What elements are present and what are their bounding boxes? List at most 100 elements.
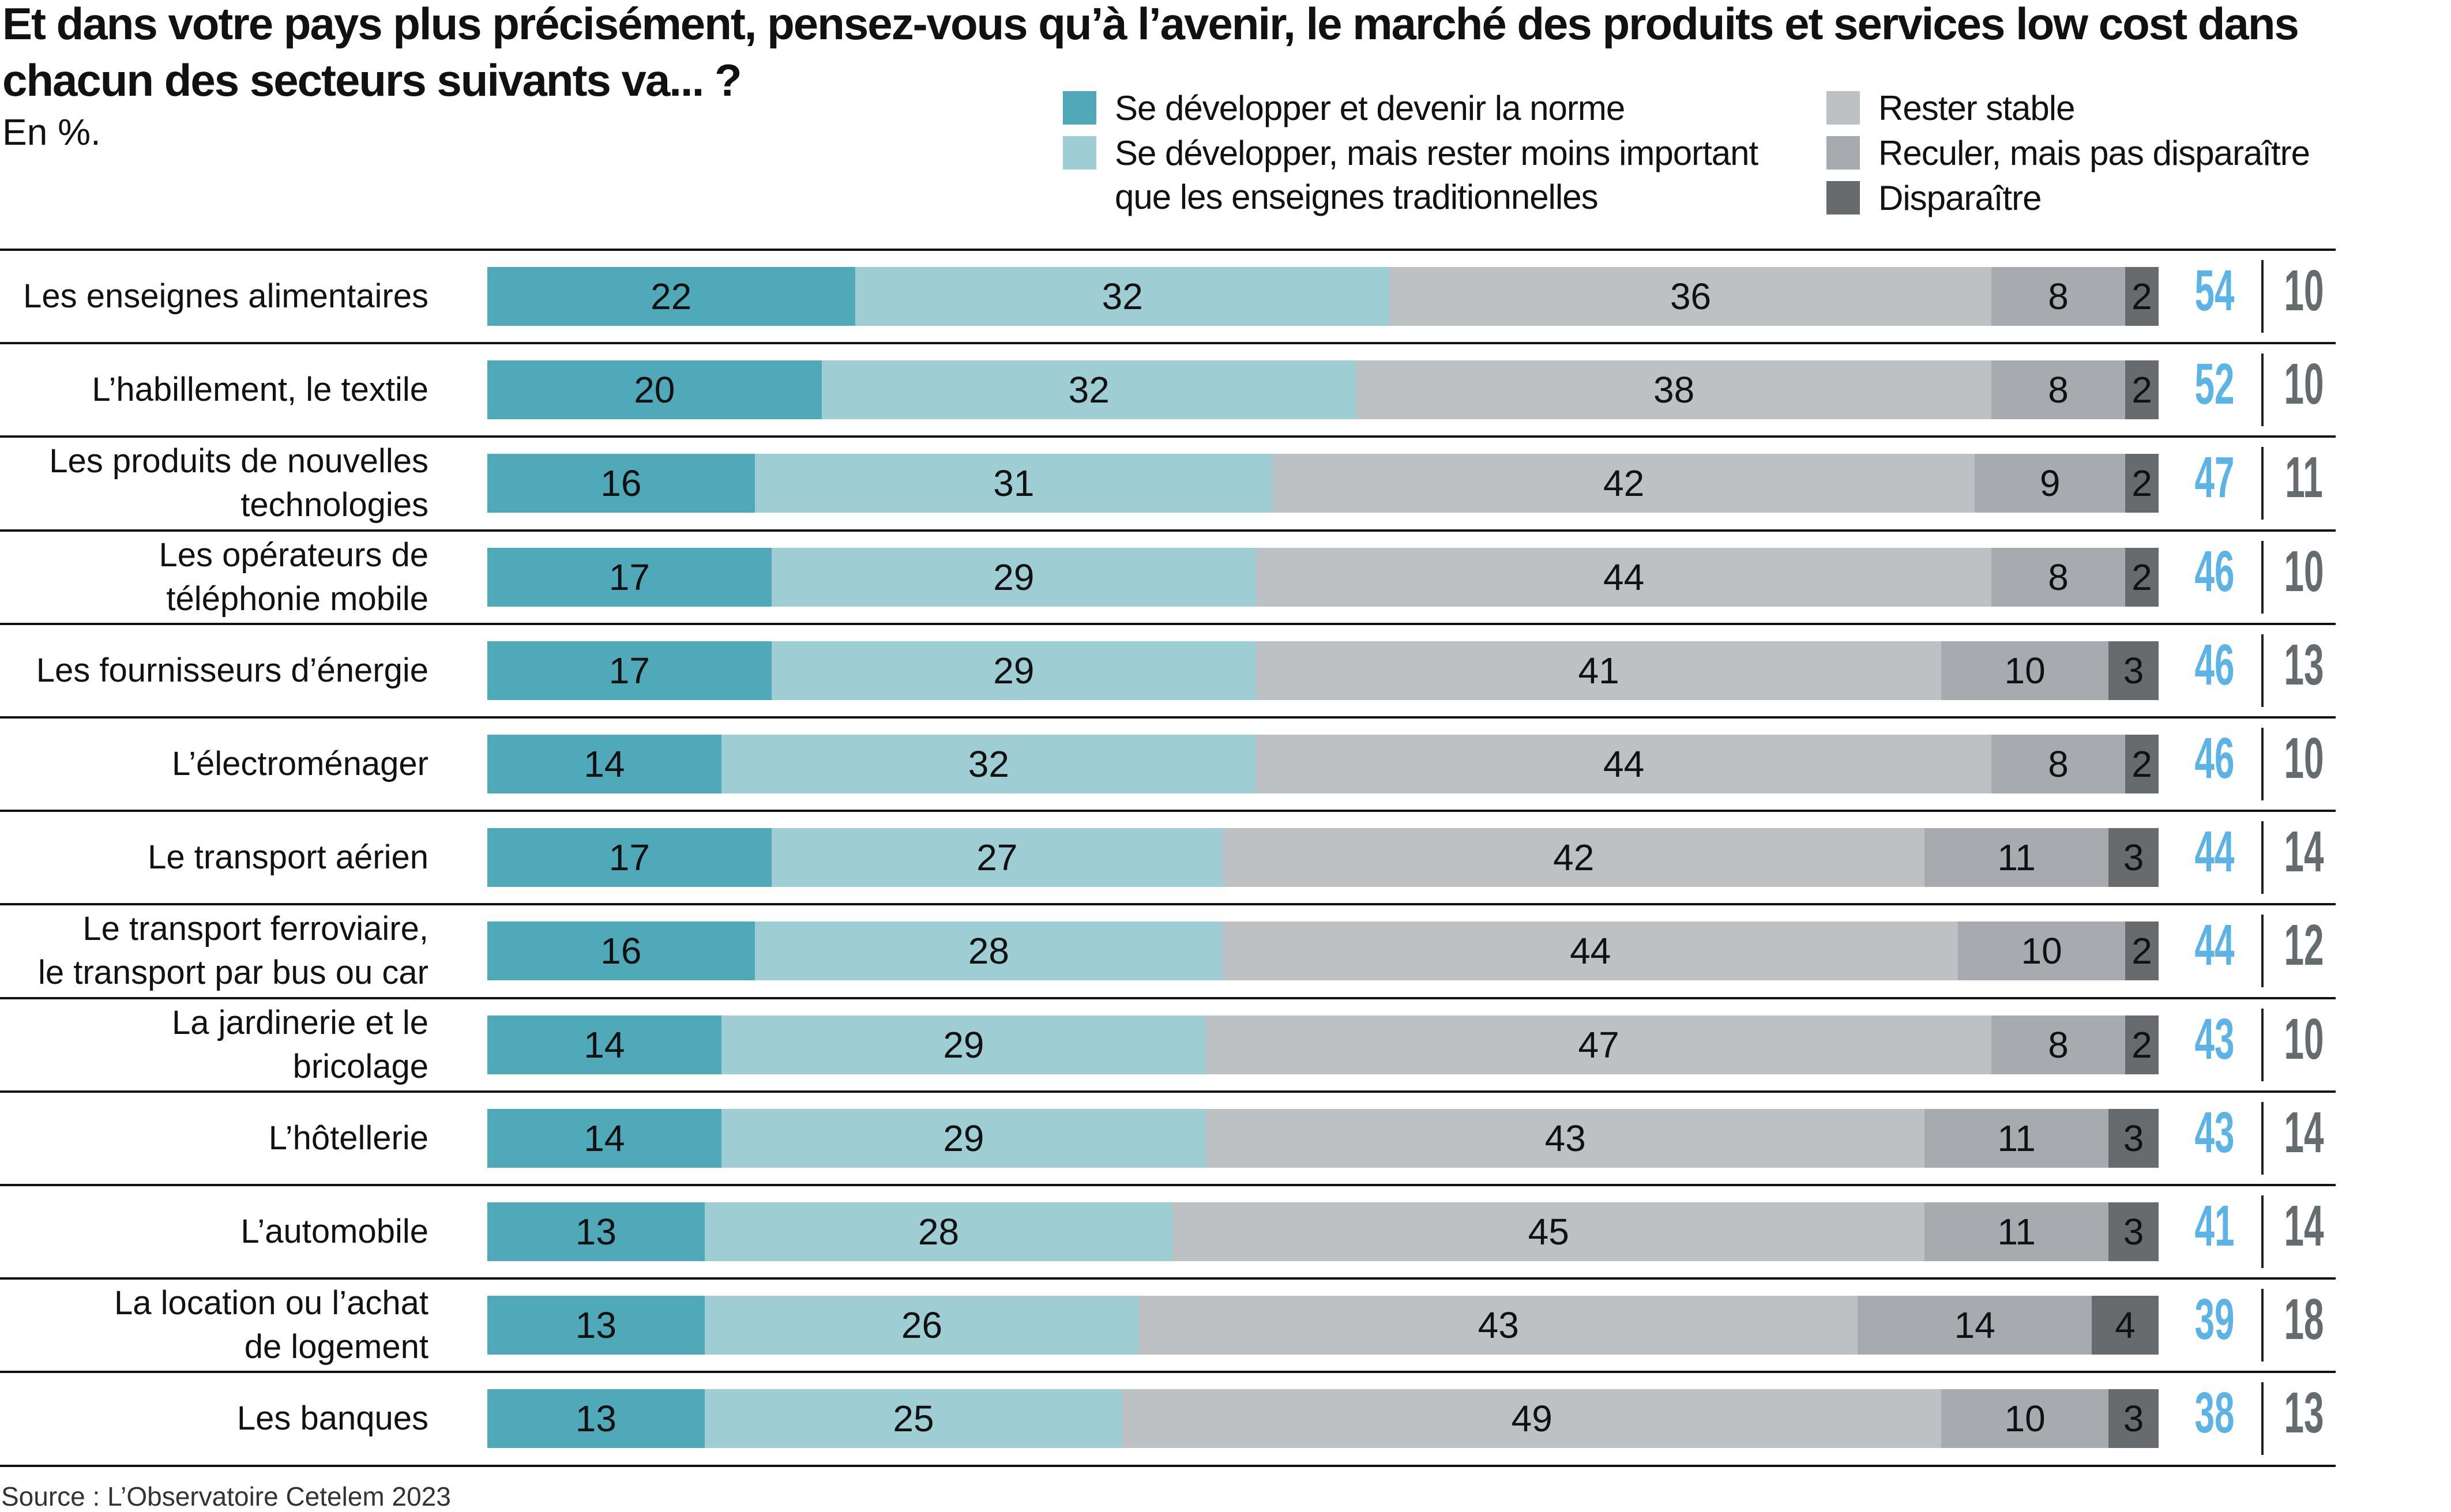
total-divider — [2261, 353, 2264, 427]
chart-row: La location ou l’achat de logement 13 26 43… — [0, 1278, 2336, 1372]
chart-row: Le transport ferroviaire, le transport p… — [0, 904, 2336, 998]
category-label: Les produits de nouvelles technologies — [49, 442, 428, 524]
data-label: 27 — [976, 837, 1018, 879]
bar-segment: 49 — [1122, 1389, 1942, 1449]
bar-segment: 16 — [487, 454, 755, 513]
bar-segment: 4 — [2092, 1296, 2159, 1355]
total-divider — [2261, 447, 2264, 520]
bar-segment: 29 — [721, 1015, 1206, 1074]
bar-segment: 42 — [1273, 454, 1975, 513]
data-label: 44 — [1603, 743, 1645, 785]
total-divider — [2261, 1195, 2264, 1268]
chart-row: L’habillement, le textile 20 32 38 8 2 52 10 — [0, 343, 2336, 437]
stacked-bar: 14 29 47 8 2 — [487, 1015, 2159, 1074]
total-divider — [2261, 728, 2264, 800]
bar-segment: 17 — [487, 641, 772, 700]
total-develop: 38 — [2194, 1381, 2235, 1446]
category-label: Le transport aérien — [148, 838, 428, 877]
bar-segment: 13 — [487, 1296, 705, 1355]
total-develop: 46 — [2194, 726, 2235, 791]
bar-segment: 31 — [754, 454, 1273, 513]
total-divider — [2261, 915, 2264, 988]
category-label: La jardinerie et le bricolage — [172, 1003, 428, 1085]
bar-segment: 32 — [821, 360, 1356, 420]
category-label: Les opérateurs de téléphonie mobile — [159, 536, 428, 618]
row-divider — [0, 716, 2336, 719]
data-label: 44 — [1570, 930, 1611, 972]
total-divider — [2261, 540, 2264, 614]
data-label: 43 — [1478, 1304, 1519, 1346]
data-label: 29 — [943, 1024, 984, 1066]
data-label: 28 — [968, 930, 1009, 972]
bar-segment: 9 — [1975, 454, 2126, 513]
data-label: 32 — [968, 743, 1009, 785]
total-divider — [2261, 1101, 2264, 1175]
data-label: 8 — [2048, 1024, 2069, 1066]
bar-segment: 28 — [704, 1202, 1173, 1261]
data-label: 25 — [893, 1398, 934, 1440]
bar-segment: 14 — [487, 1015, 721, 1074]
stacked-bar: 13 28 45 11 3 — [487, 1202, 2159, 1261]
data-label: 3 — [2123, 837, 2144, 879]
row-divider — [0, 622, 2336, 625]
bar-segment: 47 — [1206, 1015, 1992, 1074]
data-label: 8 — [2048, 369, 2069, 411]
total-divider — [2261, 1008, 2264, 1081]
data-label: 2 — [2132, 556, 2152, 598]
stacked-bar: 13 26 43 14 4 — [487, 1296, 2159, 1355]
bar-segment: 43 — [1139, 1296, 1858, 1355]
chart-row: Les opérateurs de téléphonie mobile 17 29 4… — [0, 531, 2336, 624]
bar-segment: 17 — [487, 547, 772, 607]
data-label: 13 — [575, 1304, 616, 1346]
data-label: 29 — [993, 649, 1035, 691]
data-label: 17 — [608, 556, 650, 598]
legend-label: Se développer et devenir la norme — [1115, 89, 1625, 127]
total-decline: 13 — [2284, 1381, 2324, 1446]
bar-segment: 2 — [2125, 547, 2159, 607]
stacked-bar: 20 32 38 8 2 — [487, 360, 2159, 420]
data-label: 49 — [1511, 1398, 1552, 1440]
category-label: L’automobile — [240, 1213, 428, 1250]
total-develop: 41 — [2194, 1194, 2235, 1258]
data-label: 2 — [2132, 743, 2152, 785]
data-label: 29 — [993, 556, 1035, 598]
bar-segment: 29 — [771, 547, 1257, 607]
data-label: 8 — [2048, 743, 2069, 785]
bar-segment: 22 — [487, 267, 855, 326]
row-divider — [0, 810, 2336, 813]
bar-segment: 3 — [2108, 1389, 2159, 1449]
data-label: 4 — [2115, 1304, 2136, 1346]
total-develop: 44 — [2194, 819, 2235, 885]
bar-segment: 44 — [1223, 922, 1958, 981]
stacked-bar: 16 28 44 10 2 — [487, 922, 2159, 981]
bar-segment: 17 — [487, 828, 772, 887]
data-label: 14 — [584, 743, 625, 785]
data-label: 31 — [993, 462, 1035, 505]
data-label: 11 — [1997, 1211, 2036, 1253]
total-develop: 52 — [2194, 352, 2235, 417]
total-decline: 10 — [2284, 539, 2324, 604]
total-divider — [2261, 634, 2264, 707]
row-divider — [0, 249, 2336, 251]
data-label: 10 — [2004, 649, 2046, 691]
bar-segment: 11 — [1924, 1108, 2109, 1168]
total-develop: 54 — [2194, 258, 2235, 323]
chart-row: Les fournisseurs d’énergie 17 29 41 10 3 46 13 — [0, 624, 2336, 717]
chart-row: La jardinerie et le bricolage 14 29 47 8 2 43 1… — [0, 998, 2336, 1092]
bar-segment: 2 — [2125, 1015, 2159, 1074]
data-label: 26 — [901, 1304, 943, 1346]
category-label: Les fournisseurs d’énergie — [36, 651, 428, 689]
data-label: 10 — [2021, 930, 2062, 972]
data-label: 32 — [1068, 369, 1110, 411]
data-label: 38 — [1653, 369, 1695, 411]
row-divider — [0, 342, 2336, 345]
data-label: 28 — [918, 1211, 960, 1253]
bar-segment: 36 — [1389, 267, 1992, 326]
data-label: 20 — [634, 369, 675, 411]
legend-item-reculer: Reculer, mais pas disparaître — [1826, 131, 2345, 175]
data-label: 29 — [943, 1117, 984, 1159]
legend-swatch — [1063, 136, 1096, 170]
data-label: 8 — [2048, 556, 2069, 598]
bar-segment: 13 — [487, 1389, 705, 1449]
bar-segment: 8 — [1991, 1015, 2125, 1074]
